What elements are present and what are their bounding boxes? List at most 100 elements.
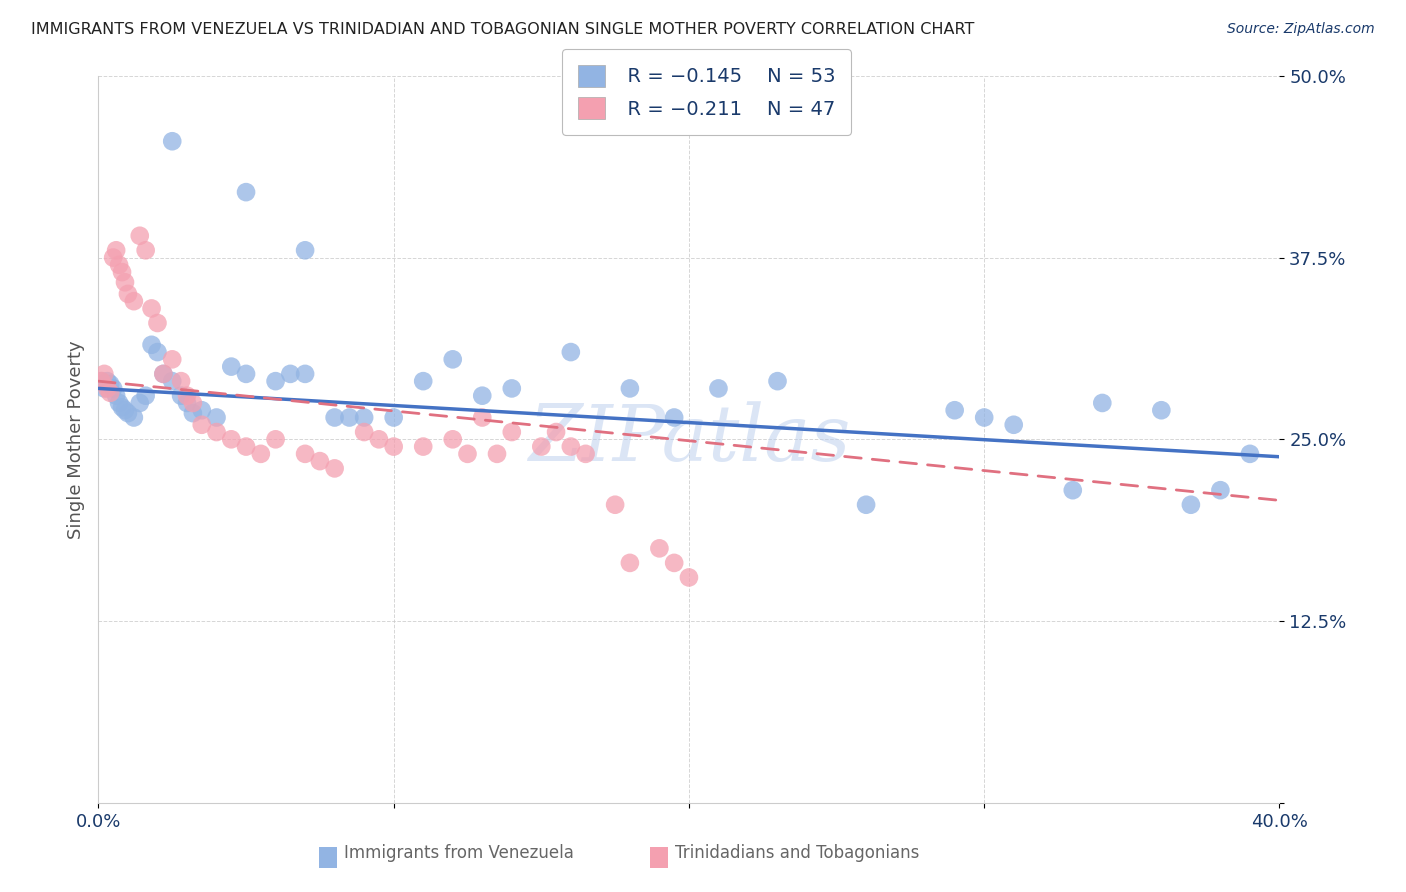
Point bbox=[353, 425, 375, 439]
Point bbox=[605, 498, 627, 512]
Point bbox=[181, 396, 204, 410]
Point bbox=[294, 447, 316, 461]
Point bbox=[114, 403, 136, 417]
Point bbox=[117, 287, 139, 301]
Point bbox=[678, 570, 700, 584]
Point bbox=[122, 410, 145, 425]
Point bbox=[250, 447, 273, 461]
Point bbox=[457, 447, 479, 461]
Point bbox=[382, 440, 405, 454]
Point bbox=[93, 381, 115, 395]
Point bbox=[280, 367, 302, 381]
Text: IMMIGRANTS FROM VENEZUELA VS TRINIDADIAN AND TOBAGONIAN SINGLE MOTHER POVERTY CO: IMMIGRANTS FROM VENEZUELA VS TRINIDADIAN… bbox=[31, 22, 974, 37]
Point bbox=[103, 381, 125, 395]
Point bbox=[128, 228, 150, 243]
Point bbox=[648, 541, 671, 556]
Point bbox=[176, 396, 198, 410]
Point bbox=[323, 461, 346, 475]
Point bbox=[441, 352, 464, 367]
Point bbox=[235, 185, 257, 199]
Point bbox=[264, 374, 287, 388]
Point bbox=[111, 401, 134, 415]
Text: Trinidadians and Tobagonians: Trinidadians and Tobagonians bbox=[675, 844, 920, 862]
Point bbox=[170, 389, 193, 403]
Point bbox=[162, 374, 183, 388]
Point bbox=[98, 385, 121, 400]
Point bbox=[294, 244, 316, 258]
Point bbox=[619, 381, 641, 395]
Point bbox=[111, 265, 134, 279]
Point bbox=[546, 425, 568, 439]
Point bbox=[105, 389, 128, 403]
Point bbox=[973, 410, 995, 425]
Text: Source: ZipAtlas.com: Source: ZipAtlas.com bbox=[1227, 22, 1375, 37]
Point bbox=[96, 374, 118, 388]
Point bbox=[501, 381, 523, 395]
Point bbox=[135, 244, 157, 258]
Point bbox=[114, 275, 136, 289]
Point bbox=[471, 389, 494, 403]
Text: ZIPatlas: ZIPatlas bbox=[527, 401, 851, 477]
Point bbox=[191, 417, 214, 432]
Point bbox=[560, 345, 582, 359]
Point bbox=[264, 432, 287, 446]
Point bbox=[766, 374, 789, 388]
Point bbox=[575, 447, 598, 461]
Point bbox=[93, 367, 115, 381]
Point bbox=[135, 389, 157, 403]
Point bbox=[412, 374, 434, 388]
Point bbox=[221, 359, 243, 374]
Point bbox=[191, 403, 214, 417]
Point bbox=[560, 440, 582, 454]
Point bbox=[530, 440, 553, 454]
Point bbox=[486, 447, 509, 461]
Point bbox=[162, 352, 183, 367]
Point bbox=[117, 406, 139, 420]
Point bbox=[441, 432, 464, 446]
Point bbox=[96, 381, 118, 395]
Point bbox=[128, 396, 150, 410]
Point bbox=[309, 454, 332, 468]
Point bbox=[294, 367, 316, 381]
Point bbox=[181, 406, 204, 420]
Point bbox=[141, 338, 163, 352]
Point bbox=[176, 389, 198, 403]
Point bbox=[855, 498, 877, 512]
Point bbox=[471, 410, 494, 425]
Point bbox=[412, 440, 434, 454]
Point bbox=[141, 301, 163, 316]
Point bbox=[235, 367, 257, 381]
Point bbox=[122, 294, 145, 309]
Point bbox=[1209, 483, 1232, 498]
Point bbox=[170, 374, 193, 388]
Point bbox=[323, 410, 346, 425]
Point bbox=[108, 396, 131, 410]
Point bbox=[707, 381, 730, 395]
Point bbox=[205, 425, 228, 439]
Point bbox=[162, 134, 183, 148]
Point bbox=[235, 440, 257, 454]
Point bbox=[1150, 403, 1173, 417]
Point bbox=[1091, 396, 1114, 410]
Point bbox=[339, 410, 361, 425]
Point bbox=[943, 403, 966, 417]
Point bbox=[105, 244, 128, 258]
Point bbox=[664, 556, 686, 570]
Point bbox=[221, 432, 243, 446]
Point bbox=[1002, 417, 1025, 432]
Point bbox=[98, 377, 121, 392]
Point bbox=[103, 251, 125, 265]
Point bbox=[108, 258, 131, 272]
Point bbox=[152, 367, 174, 381]
Point bbox=[90, 374, 112, 388]
Point bbox=[205, 410, 228, 425]
Point bbox=[1239, 447, 1261, 461]
Point bbox=[501, 425, 523, 439]
Point bbox=[619, 556, 641, 570]
Y-axis label: Single Mother Poverty: Single Mother Poverty bbox=[66, 340, 84, 539]
Point bbox=[368, 432, 391, 446]
Legend:   R = −0.145    N = 53,   R = −0.211    N = 47: R = −0.145 N = 53, R = −0.211 N = 47 bbox=[562, 49, 851, 135]
Point bbox=[1062, 483, 1084, 498]
Text: Immigrants from Venezuela: Immigrants from Venezuela bbox=[344, 844, 574, 862]
Point bbox=[382, 410, 405, 425]
